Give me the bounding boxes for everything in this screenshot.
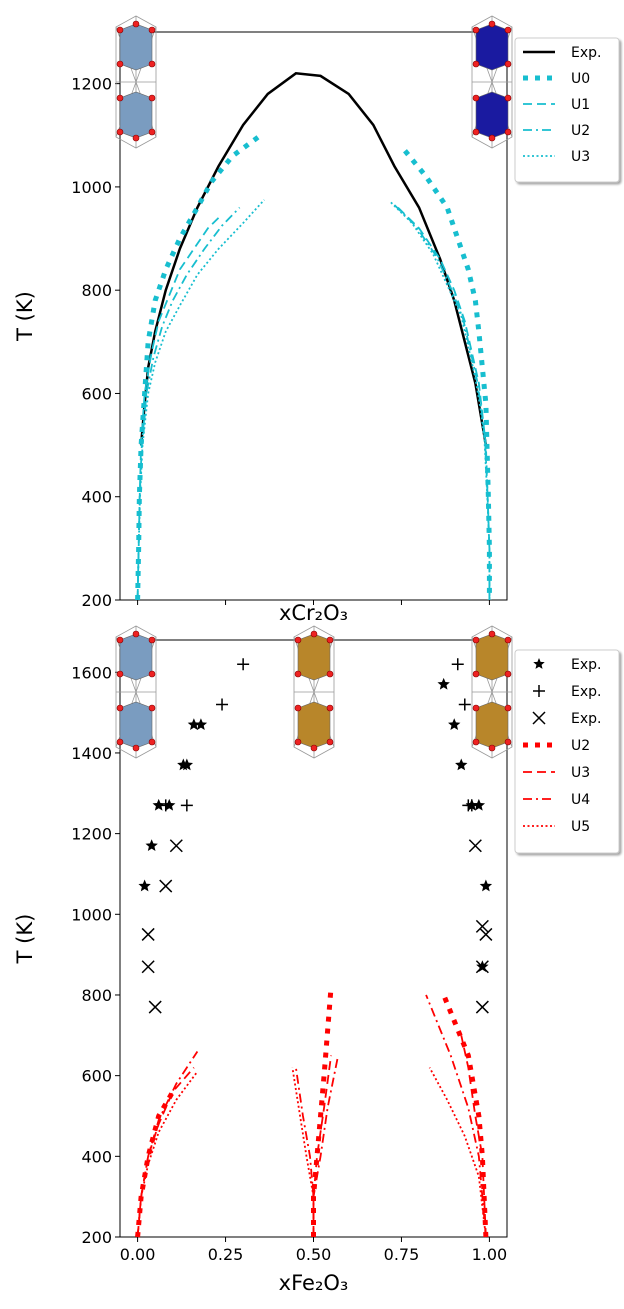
point (216, 699, 228, 711)
series-line (138, 205, 490, 600)
legend-label: U5 (571, 819, 590, 835)
x-tick-label: 0.25 (208, 1245, 244, 1264)
y-tick-label: 200 (81, 591, 112, 610)
y-tick-label: 600 (81, 384, 112, 403)
point (145, 839, 157, 851)
legend-label: Exp. (571, 657, 601, 673)
x-tick-label: 1.00 (472, 1245, 508, 1264)
y-tick-label: 1200 (71, 75, 112, 94)
series-line (141, 73, 486, 445)
y-tick-label: 200 (81, 1228, 112, 1247)
legend-label: U3 (571, 149, 590, 165)
point (448, 718, 460, 730)
crystal-icon (472, 16, 512, 148)
point (181, 759, 193, 771)
x-tick-label: 0.75 (384, 1245, 420, 1264)
legend-box (515, 650, 619, 853)
point (480, 880, 492, 892)
point (459, 699, 471, 711)
y-tick-label: 1000 (71, 905, 112, 924)
point (437, 678, 449, 690)
figure: 200 400 600 800 1000 1200 xCr₂O₃ T (K) Exp. U0 U1 U… (0, 0, 624, 1305)
y-tick-label: 1600 (71, 663, 112, 682)
legend-label: U3 (571, 765, 590, 781)
point (237, 658, 249, 670)
point (170, 840, 182, 852)
x-axis-label: xFe₂O₃ (279, 1271, 349, 1295)
y-tick-label: 600 (81, 1067, 112, 1086)
legend-label: U2 (571, 738, 590, 754)
crystal-icon (116, 626, 156, 758)
point (142, 928, 154, 940)
legend-label: Exp. (571, 711, 601, 727)
point (138, 880, 150, 892)
y-tick-label: 1200 (71, 825, 112, 844)
crystal-icon (472, 626, 512, 758)
series-line (138, 1035, 486, 1237)
point (181, 799, 193, 811)
series-line (138, 135, 490, 600)
legend-label: Exp. (571, 45, 601, 61)
y-tick-label: 400 (81, 488, 112, 507)
y-tick-label: 800 (81, 986, 112, 1005)
point (149, 1001, 161, 1013)
point (452, 658, 464, 670)
y-axis-label: T (K) (13, 914, 37, 965)
point (455, 759, 467, 771)
x-tick-label: 0.00 (120, 1245, 156, 1264)
series-line (138, 208, 490, 600)
plot-frame (120, 32, 507, 600)
legend-label: U4 (571, 792, 590, 808)
crystal-icon (294, 626, 334, 758)
x-tick-label: 0.50 (296, 1245, 332, 1264)
chart-panel: 200 400 600 800 1000 1200 xCr₂O₃ T (K) Exp. U0 U1 U… (13, 32, 619, 625)
x-axis-label: xCr₂O₃ (279, 601, 348, 625)
point (142, 961, 154, 973)
legend-label: Exp. (571, 684, 601, 700)
legend-label: U2 (571, 123, 590, 139)
legend-box (515, 38, 619, 182)
point (160, 880, 172, 892)
y-tick-label: 800 (81, 281, 112, 300)
y-tick-label: 400 (81, 1147, 112, 1166)
y-tick-label: 1000 (71, 178, 112, 197)
legend-label: U1 (571, 97, 590, 113)
y-axis-label: T (K) (13, 291, 37, 342)
point (469, 840, 481, 852)
point (476, 1001, 488, 1013)
crystal-icon (116, 16, 156, 148)
y-tick-label: 1400 (71, 744, 112, 763)
legend-label: U0 (571, 71, 590, 87)
series-line (138, 200, 490, 600)
series-line (138, 987, 486, 1237)
